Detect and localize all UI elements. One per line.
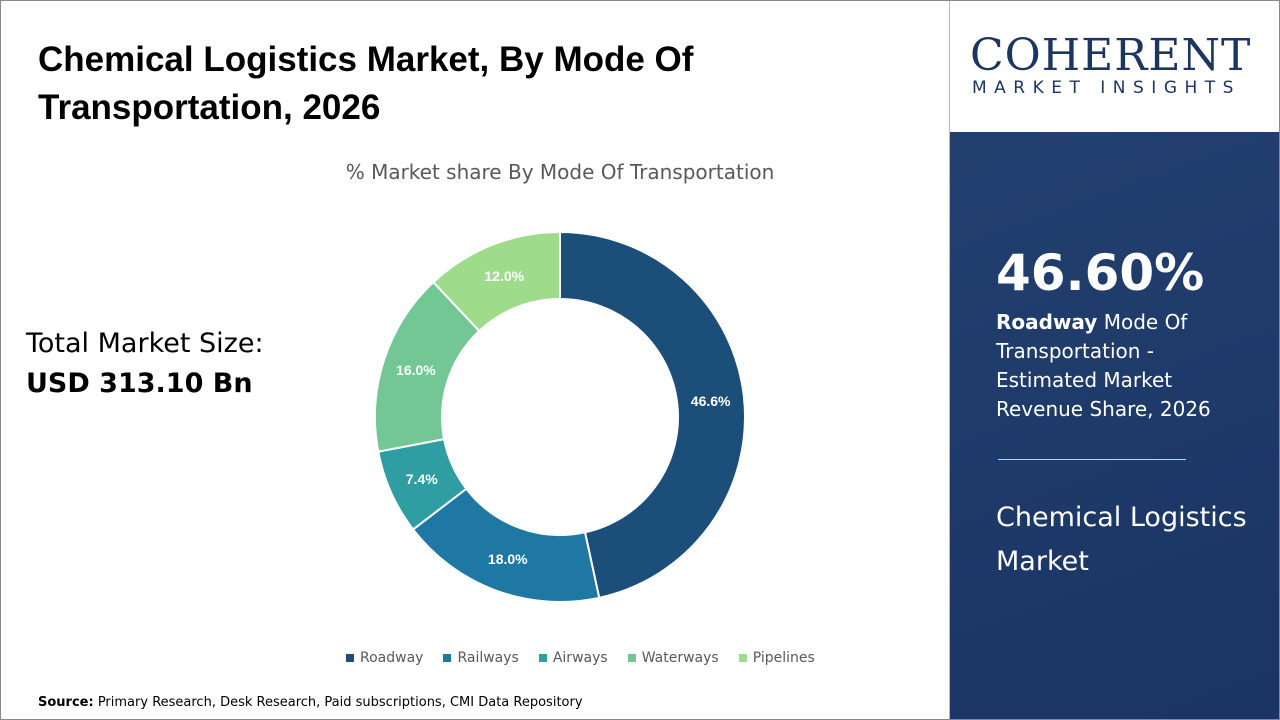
slice-roadway [559,230,746,599]
source-note: Source: Primary Research, Desk Research,… [38,695,583,710]
logo-sub-text: MARKET INSIGHTS [972,78,1241,98]
total-value: USD 313.10 Bn [26,368,253,399]
data-label-waterways: 16.0% [396,362,436,378]
legend-item-airways: Airways [538,650,608,666]
legend-label: Waterways [641,650,719,666]
data-label-airways: 7.4% [406,471,438,487]
logo: COHERENT MARKET INSIGHTS [950,0,1280,132]
legend-item-railways: Railways [443,650,519,666]
slice-pipelines [431,230,561,333]
legend-label: Airways [552,650,608,666]
side-panel: COHERENT MARKET INSIGHTS 46.60% Roadway … [949,0,1280,720]
donut-chart: 46.6% 18.0% 7.4% 16.0% 12.0% [374,230,746,603]
legend-swatch [627,654,636,662]
market-name: Chemical Logistics Market [996,502,1247,577]
legend-label: Pipelines [752,650,815,666]
legend-swatch [443,654,452,662]
legend-label: Roadway [360,650,424,666]
logo-main-text: COHERENT [970,30,1252,81]
total-label: Total Market Size: [26,328,264,359]
legend-swatch [538,654,547,662]
legend-swatch [346,654,354,662]
data-label-pipelines: 12.0% [484,268,524,284]
legend-item-roadway: Roadway [346,650,423,666]
highlight-value: 46.60% [996,244,1205,302]
data-label-roadway: 46.6% [691,393,731,409]
chart-title: % Market share By Mode Of Transportation [345,160,775,184]
highlight-description: Roadway Mode Of Transportation - Estimat… [996,310,1211,421]
page-title: Chemical Logistics Market, By Mode Of Tr… [38,40,694,127]
legend-item-pipelines: Pipelines [738,650,815,666]
divider [998,459,1186,460]
total-market-size: Total Market Size: USD 313.10 Bn [26,324,264,404]
legend-swatch [738,654,747,662]
legend-item-waterways: Waterways [627,650,719,666]
legend-label: Railways [457,650,519,666]
data-label-railways: 18.0% [488,551,528,567]
highlight-panel: 46.60% Roadway Mode Of Transportation - … [950,132,1280,720]
chart-legend: Roadway Railways Airways Waterways Pipelines [346,650,815,666]
